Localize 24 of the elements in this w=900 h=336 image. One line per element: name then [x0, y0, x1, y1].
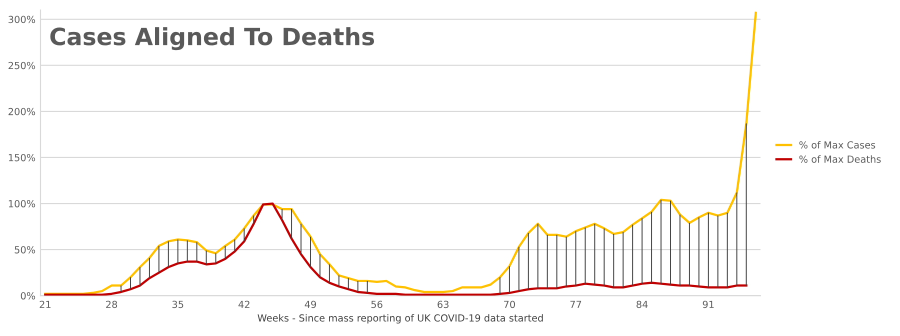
y-tick-label: 150% [8, 154, 36, 162]
x-tick-label: 70 [504, 300, 515, 308]
x-tick-label: 84 [636, 300, 648, 308]
x-axis-title: Weeks - Since mass reporting of UK COVID-19 data started [258, 314, 543, 324]
x-tick-label: 77 [570, 300, 582, 308]
x-tick-label: 49 [304, 300, 316, 308]
y-tick-label: 50% [14, 246, 36, 254]
x-tick-label: 28 [106, 300, 118, 308]
x-tick-label: 42 [238, 300, 250, 308]
legend-label: % of Max Deaths [799, 155, 881, 163]
x-tick-label: 63 [438, 300, 449, 308]
y-tick-label: 100% [8, 200, 36, 208]
x-tick-label: 56 [371, 300, 382, 308]
line-series [44, 202, 748, 296]
y-tick-label: 0% [20, 292, 36, 300]
x-tick-label: 35 [172, 300, 184, 308]
y-tick-label: 250% [8, 62, 36, 70]
y-tick-label: 300% [8, 16, 36, 24]
x-tick-label: 91 [702, 300, 714, 308]
y-tick-label: 200% [8, 108, 36, 116]
line-series [44, 12, 757, 295]
x-tick-label: 21 [40, 300, 51, 308]
legend-label: % of Max Cases [799, 141, 876, 149]
text: Cases Aligned To Deaths [50, 27, 374, 50]
